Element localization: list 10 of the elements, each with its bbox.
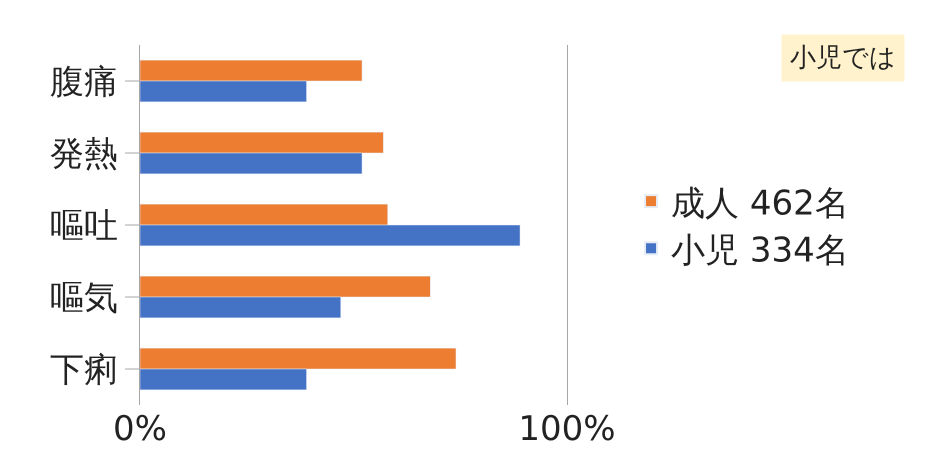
x-tick-label: 100% — [518, 409, 616, 449]
y-tick-label: 嘔吐 — [50, 206, 118, 246]
text: 小児では — [790, 43, 896, 73]
legend-label: 小児 334名 — [671, 230, 849, 271]
legend-label: 成人 462名 — [671, 183, 849, 224]
y-tick-label: 下痢 — [50, 350, 118, 390]
y-tick-label: 発熱 — [50, 134, 118, 174]
y-tick-label: 嘔気 — [50, 278, 118, 318]
x-tick-label: 0% — [113, 409, 167, 449]
y-tick-label: 腹痛 — [50, 62, 118, 102]
